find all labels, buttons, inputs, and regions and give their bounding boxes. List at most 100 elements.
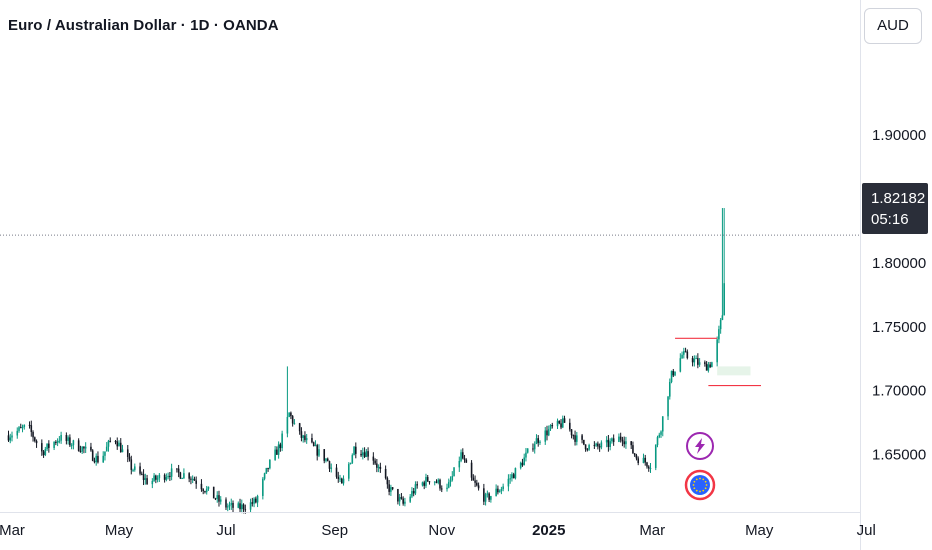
candle-body (656, 437, 659, 445)
candle-body (230, 502, 233, 505)
candle-body (128, 456, 131, 460)
candles-group (7, 208, 725, 514)
candle-body (340, 478, 343, 484)
eu-star (699, 490, 701, 493)
candle-body (546, 430, 548, 436)
candle-body (30, 425, 33, 433)
candle-body (470, 462, 473, 478)
candle-body (156, 478, 159, 480)
candle-body (484, 494, 487, 502)
candle-body (169, 475, 171, 477)
candle-body (118, 442, 120, 447)
candle-body (642, 457, 645, 464)
candle-body (304, 435, 306, 441)
candle-body (474, 480, 476, 483)
price-axis-label: 1.80000 (872, 255, 926, 272)
candle-body (219, 499, 222, 502)
candle-body (119, 442, 122, 453)
candle-body (318, 449, 320, 456)
candle-body (335, 467, 338, 477)
candle-body (488, 493, 490, 500)
candle-body (277, 444, 280, 455)
candle-body (558, 420, 561, 424)
eu-flag-badge-icon[interactable] (684, 469, 716, 501)
candle-body (519, 462, 522, 469)
candle-body (686, 351, 689, 358)
candle-body (547, 429, 550, 436)
demand-zone[interactable] (717, 366, 751, 376)
candle-body (583, 439, 585, 445)
candle-body (347, 464, 350, 479)
candle-body (425, 477, 427, 486)
candle-body (623, 441, 625, 445)
candle-body (339, 478, 341, 480)
candle-body (69, 437, 71, 446)
candle-body (176, 468, 178, 470)
eu-star (704, 480, 707, 483)
candle-body (97, 455, 99, 463)
candle-body (581, 435, 583, 440)
candle-body (179, 472, 182, 479)
candle-body (435, 481, 438, 483)
candle-body (237, 503, 240, 508)
candle-body (698, 362, 701, 365)
candle-body (398, 497, 401, 502)
candle-body (716, 339, 718, 363)
lightning-badge-icon[interactable] (686, 432, 714, 460)
time-axis-label: 2025 (532, 522, 565, 539)
candle-body (114, 441, 117, 443)
candle-body (188, 473, 190, 479)
candle-body (691, 357, 694, 363)
candle-body (704, 362, 706, 364)
time-axis-label: May (745, 522, 774, 539)
candle-body (423, 482, 426, 486)
candle-body (225, 499, 227, 508)
candle-body (195, 480, 197, 484)
candle-body (411, 491, 413, 497)
candle-body (560, 423, 562, 428)
candle-body (146, 478, 148, 485)
candle-body (532, 448, 534, 450)
candle-body (262, 478, 264, 496)
candle-body (330, 467, 333, 469)
candle-body (693, 358, 696, 363)
candle-body (130, 459, 133, 470)
candle-body (497, 488, 499, 493)
candle-body (9, 437, 12, 441)
eu-star (693, 480, 696, 483)
candle-body (293, 423, 296, 425)
candle-body (226, 506, 229, 508)
eu-star (702, 478, 705, 481)
candle-body (684, 351, 687, 353)
candle-body (569, 422, 571, 430)
candle-body (91, 450, 94, 461)
candle-body (312, 442, 315, 446)
candle-body (207, 486, 210, 489)
candle-body (377, 466, 380, 468)
price-axis-label: 1.90000 (872, 127, 926, 144)
candle-body (402, 498, 404, 504)
candle-body (563, 418, 566, 423)
candle-body (709, 364, 711, 368)
candle-body (511, 474, 513, 479)
candle-body (165, 477, 168, 480)
currency-selector-button[interactable]: AUD (864, 8, 922, 44)
candle-body (83, 446, 85, 449)
candle-body (539, 441, 541, 443)
candle-body (439, 479, 441, 489)
candle-body (428, 481, 431, 483)
time-axis-label: Mar (0, 522, 25, 539)
candle-body (630, 441, 632, 446)
candle-body (458, 460, 461, 468)
candle-body (637, 458, 640, 464)
candle-body (391, 487, 394, 490)
candle-body (256, 495, 259, 503)
candle-body (363, 452, 366, 457)
candle-body (421, 482, 424, 486)
candle-body (660, 431, 662, 435)
candle-body (325, 458, 327, 461)
candle-body (672, 370, 675, 376)
candle-body (462, 452, 464, 459)
